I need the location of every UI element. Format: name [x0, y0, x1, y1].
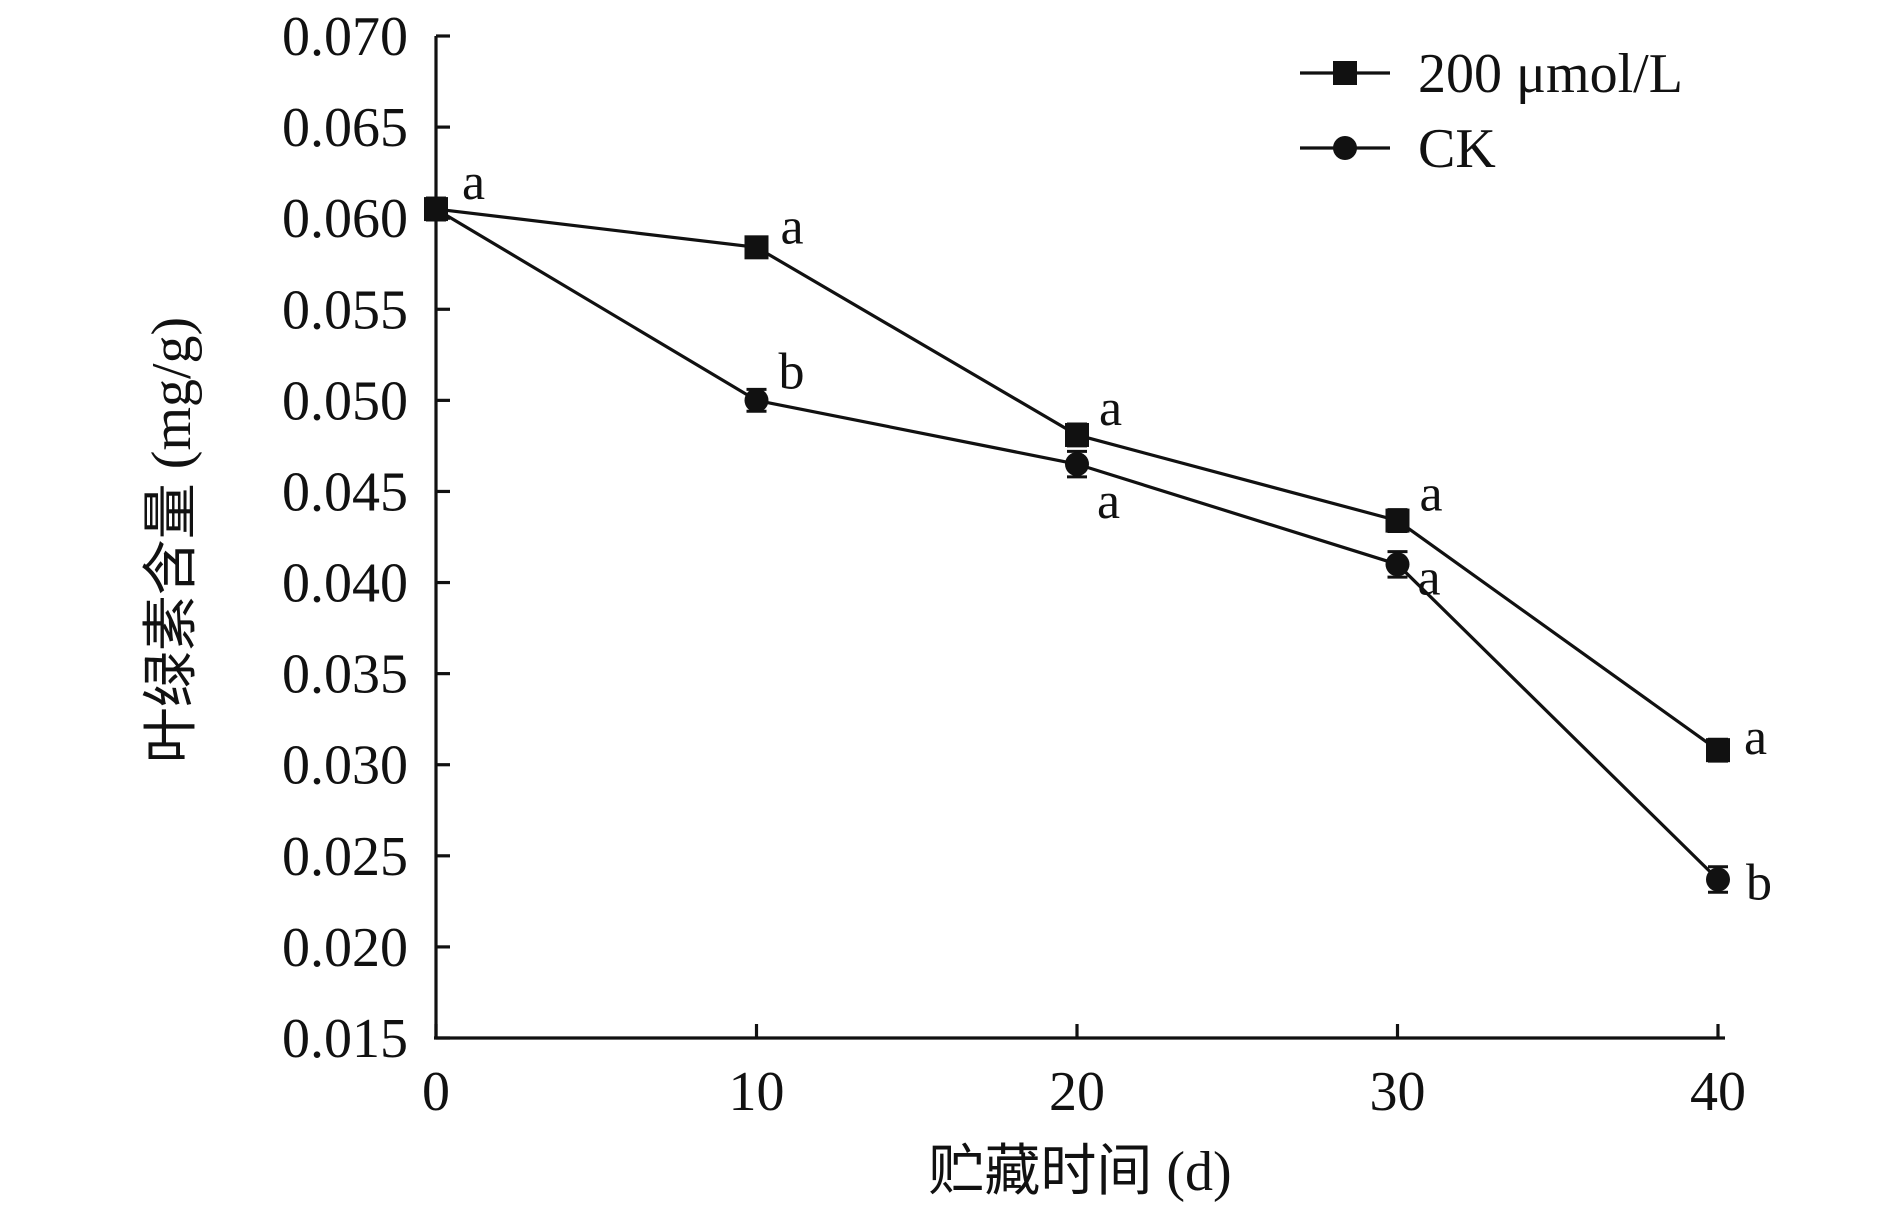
series-line [435, 207, 1720, 881]
significance-label: a [462, 154, 485, 211]
y-tick-label: 0.060 [282, 188, 408, 250]
data-point [1065, 452, 1089, 477]
data-point [744, 388, 769, 413]
legend-label-series-2: CK [1418, 118, 1496, 180]
data-point [1706, 738, 1730, 763]
y-tick-label: 0.045 [282, 461, 408, 523]
y-tick-label: 0.035 [282, 644, 408, 706]
y-tick-label: 0.050 [282, 370, 408, 432]
y-tick-label: 0.020 [282, 917, 408, 979]
data-point [1385, 552, 1410, 577]
x-axis-title: 贮藏时间 (d) [928, 1141, 1231, 1203]
y-tick-label: 0.065 [282, 97, 408, 159]
legend: 200 μmol/L CK [1300, 43, 1683, 180]
significance-label: a [1099, 380, 1122, 437]
data-point [744, 235, 769, 260]
significance-label: a [1744, 709, 1767, 766]
series-line [435, 207, 1719, 752]
x-tick-label: 40 [1690, 1061, 1746, 1123]
data-point [1065, 422, 1089, 447]
y-tick-label: 0.070 [282, 6, 408, 68]
data-point [1385, 508, 1410, 533]
significance-label: a [1097, 473, 1120, 530]
significance-label: b [1746, 855, 1772, 912]
x-tick-label: 30 [1370, 1061, 1426, 1123]
y-tick-label: 0.025 [282, 826, 408, 888]
x-tick-label: 20 [1049, 1061, 1105, 1123]
data-point [1706, 867, 1730, 892]
y-tick-label: 0.055 [282, 279, 408, 341]
y-axis-title: 叶绿素含量 (mg/g) [141, 317, 203, 763]
legend-marker-series-1 [1333, 61, 1357, 85]
legend-label-series-1: 200 μmol/L [1418, 43, 1683, 105]
data-point [424, 197, 448, 222]
significance-label: b [779, 343, 805, 400]
legend-marker-series-2 [1333, 136, 1357, 160]
significance-label: a [781, 198, 804, 255]
x-tick-label: 0 [422, 1061, 450, 1123]
significance-label: a [1420, 466, 1443, 523]
significance-label: a [1418, 549, 1441, 606]
y-ticks: 0.015 0.020 0.025 0.030 0.035 0.040 0.045 0.050… [282, 6, 450, 1070]
y-tick-label: 0.030 [282, 735, 408, 797]
x-ticks: 0 10 20 30 40 [422, 1024, 1746, 1123]
y-tick-label: 0.015 [282, 1008, 408, 1070]
y-tick-label: 0.040 [282, 553, 408, 615]
x-tick-label: 10 [729, 1061, 785, 1123]
axes [434, 36, 1725, 1040]
